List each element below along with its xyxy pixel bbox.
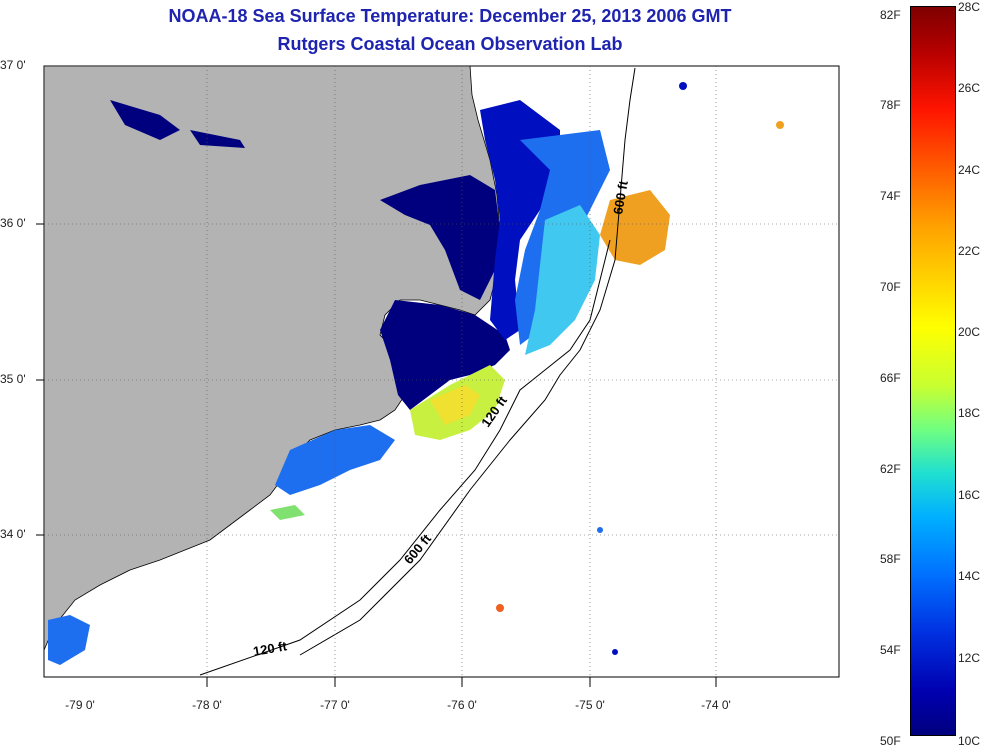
sst-cyan — [525, 205, 600, 355]
sst-orange — [600, 190, 670, 265]
colorbar-f-label: 62F — [880, 462, 901, 476]
colorbar-c-label: 10C — [958, 734, 981, 748]
temperature-colorbar — [910, 6, 956, 736]
colorbar-c-label: 18C — [958, 406, 981, 420]
sst-spot — [679, 82, 687, 90]
chesapeake-inlet — [110, 100, 180, 140]
lat-label: 36 0' — [0, 216, 26, 230]
colorbar-c-label: 12C — [958, 651, 981, 665]
lat-label: 35 0' — [0, 372, 26, 386]
contour-label-120ft-south: 120 ft — [252, 638, 289, 659]
lon-label: -74 0' — [701, 698, 731, 712]
lat-label: 34 0' — [0, 527, 26, 541]
albemarle-sound — [380, 300, 510, 410]
sst-spot — [612, 649, 618, 655]
colorbar-c-label: 20C — [958, 325, 981, 339]
sst-coastal-blue — [275, 425, 395, 495]
colorbar-f-label: 58F — [880, 552, 901, 566]
colorbar-c-label: 16C — [958, 488, 981, 502]
colorbar-f-label: 74F — [880, 189, 901, 203]
colorbar-f-label: 50F — [880, 734, 901, 748]
sst-spot — [597, 527, 603, 533]
colorbar-c-label: 26C — [958, 81, 981, 95]
sst-spot — [496, 604, 504, 612]
colorbar-c-label: 24C — [958, 163, 981, 177]
colorbar-f-label: 66F — [880, 371, 901, 385]
bay-branch — [190, 130, 245, 148]
colorbar-f-label: 70F — [880, 280, 901, 294]
map-title: NOAA-18 Sea Surface Temperature: Decembe… — [168, 6, 732, 26]
colorbar-c-label: 14C — [958, 569, 981, 583]
lon-label: -76 0' — [447, 698, 477, 712]
colorbar-f-label: 78F — [880, 98, 901, 112]
lon-label: -75 0' — [575, 698, 605, 712]
contour-120ft — [199, 239, 611, 676]
sst-southwest — [48, 615, 90, 665]
lat-label: 37 0' — [0, 58, 26, 72]
contour-label-600ft: 600 ft — [610, 179, 631, 216]
sst-coastal-green — [270, 505, 305, 520]
contour-600ft — [299, 67, 636, 656]
sst-spot — [776, 121, 784, 129]
colorbar-c-label: 28C — [958, 0, 981, 14]
ticks — [36, 223, 717, 687]
grid — [44, 66, 839, 677]
sst-yellow — [430, 385, 480, 425]
pamlico-sound — [380, 175, 500, 300]
colorbar-c-label: 22C — [958, 244, 981, 258]
lon-label: -79 0' — [65, 698, 95, 712]
map-subtitle: Rutgers Coastal Ocean Observation Lab — [277, 34, 623, 54]
colorbar-f-label: 54F — [880, 643, 901, 657]
colorbar-f-label: 82F — [880, 8, 901, 22]
lon-label: -77 0' — [320, 698, 350, 712]
lon-label: -78 0' — [192, 698, 222, 712]
